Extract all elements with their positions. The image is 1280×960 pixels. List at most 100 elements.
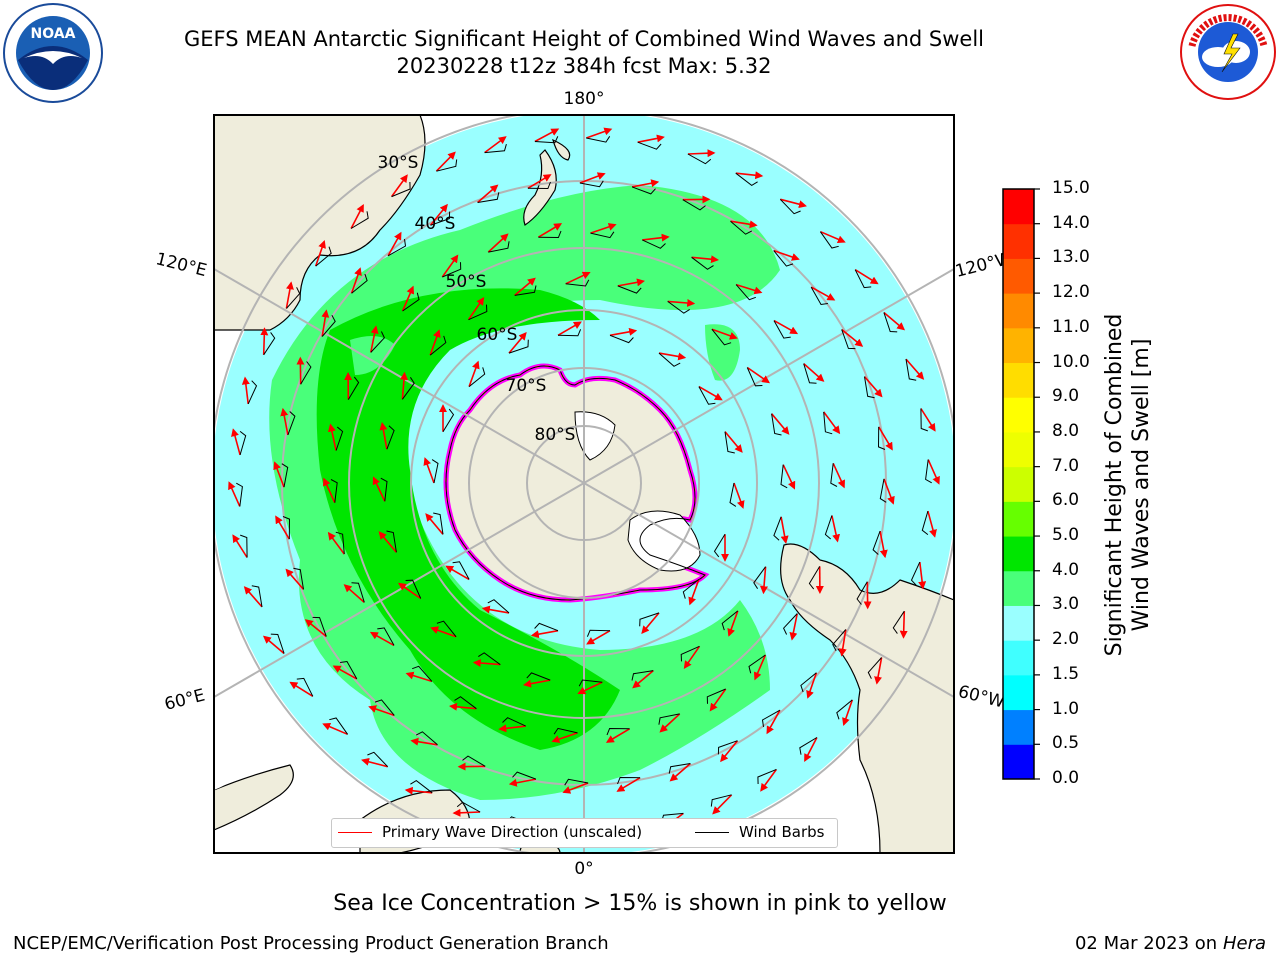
wave-direction-arrow bbox=[487, 233, 509, 253]
wave-direction-arrow bbox=[879, 530, 888, 559]
wave-direction-arrow bbox=[390, 174, 408, 198]
colorbar-tick-label: 9.0 bbox=[1052, 386, 1080, 407]
wind-barb bbox=[401, 377, 415, 400]
colorbar-segment bbox=[1003, 431, 1034, 468]
wave-direction-arrow bbox=[905, 358, 925, 380]
wave-direction-arrow bbox=[760, 566, 769, 595]
colorbar-segment bbox=[1003, 189, 1034, 225]
wave-direction-arrow bbox=[810, 286, 836, 301]
wind-barb bbox=[799, 737, 818, 755]
wave-direction-arrow bbox=[534, 128, 560, 143]
wind-barb bbox=[462, 755, 486, 767]
wind-barb bbox=[892, 610, 905, 634]
wave-direction-arrow bbox=[537, 223, 563, 238]
wind-barb bbox=[442, 262, 462, 278]
wave-direction-arrow bbox=[228, 481, 241, 507]
wave-direction-arrow bbox=[766, 709, 781, 735]
wind-barb bbox=[340, 660, 358, 680]
wind-barb bbox=[609, 334, 634, 344]
colorbar-segment bbox=[1003, 501, 1034, 537]
wave-direction-arrow bbox=[260, 327, 269, 355]
wind-barb bbox=[879, 478, 887, 503]
wind-barb bbox=[321, 314, 336, 337]
wave-direction-arrow bbox=[332, 665, 358, 680]
lon-label-120e: 120°E bbox=[154, 249, 209, 281]
wind-barb bbox=[925, 459, 932, 484]
wind-barb bbox=[810, 286, 828, 306]
footer-machine: Hera bbox=[1222, 933, 1266, 954]
wind-barb bbox=[579, 180, 604, 188]
wave-direction-arrow bbox=[746, 366, 771, 384]
wind-barb bbox=[387, 239, 407, 257]
wind-barb bbox=[335, 531, 345, 555]
wave-direction-arrow bbox=[724, 431, 743, 453]
wind-barb bbox=[757, 768, 777, 785]
colorbar-tick-label: 1.5 bbox=[1052, 663, 1080, 684]
wind-barb bbox=[586, 136, 611, 143]
wind-barb bbox=[682, 579, 700, 599]
wind-barb bbox=[783, 613, 798, 635]
wave-direction-arrow bbox=[405, 671, 433, 683]
wind-barb bbox=[779, 198, 801, 215]
wind-barb bbox=[468, 304, 488, 321]
wind-barb bbox=[606, 727, 630, 736]
wind-barb bbox=[236, 482, 243, 507]
wind-barb bbox=[724, 431, 735, 454]
colorbar bbox=[1003, 188, 1040, 780]
wind-barb bbox=[477, 192, 500, 203]
wave-direction-arrow bbox=[753, 654, 767, 681]
wind-barb bbox=[335, 426, 344, 451]
wind-barb bbox=[270, 633, 285, 654]
wind-barb bbox=[350, 211, 369, 229]
wave-direction-arrows bbox=[228, 127, 940, 839]
wave-direction-arrow bbox=[285, 568, 305, 590]
wave-direction-arrow bbox=[370, 325, 379, 353]
wave-direction-arrow bbox=[484, 136, 507, 154]
wave-direction-arrow bbox=[770, 413, 790, 435]
wave-direction-arrow bbox=[733, 482, 745, 509]
wind-barb bbox=[557, 329, 582, 337]
map-legend: Primary Wave Direction (unscaled) Wind B… bbox=[331, 818, 838, 848]
wave-direction-arrow bbox=[425, 513, 444, 535]
wave-direction-arrow bbox=[760, 768, 778, 792]
lon-label-60e: 60°E bbox=[163, 686, 207, 715]
wave-direction-arrow bbox=[445, 565, 470, 581]
wave-direction-arrow bbox=[863, 376, 883, 398]
wave-direction-arrow bbox=[372, 476, 386, 502]
wave-direction-arrow bbox=[691, 255, 719, 264]
wave-direction-arrow bbox=[586, 630, 611, 645]
wave-direction-arrow bbox=[262, 635, 285, 655]
wave-direction-arrow bbox=[280, 407, 289, 436]
wave-direction-arrow bbox=[883, 311, 906, 331]
wind-barb bbox=[713, 534, 726, 558]
wind-barb bbox=[351, 273, 368, 294]
wave-direction-arrow bbox=[350, 267, 362, 294]
wind-barb bbox=[905, 359, 917, 381]
wind-barb bbox=[312, 616, 327, 637]
wave-direction-arrow bbox=[579, 172, 606, 184]
wind-barb bbox=[315, 246, 332, 267]
wind-barb bbox=[370, 331, 385, 353]
wave-direction-arrow bbox=[430, 626, 457, 638]
wave-direction-arrow bbox=[508, 778, 537, 787]
wind-barb bbox=[347, 376, 360, 400]
wave-direction-arrow bbox=[452, 808, 481, 817]
wave-direction-arrow bbox=[617, 278, 645, 287]
wind-barb bbox=[773, 516, 782, 541]
wind-barb bbox=[526, 672, 551, 681]
wind-barb bbox=[698, 386, 716, 405]
colorbar-segment bbox=[1003, 605, 1034, 641]
wind-barb bbox=[872, 530, 881, 555]
colorbar-label-line1: Significant Height of Combined bbox=[1102, 313, 1127, 657]
wave-direction-arrow bbox=[477, 184, 499, 204]
wave-direction-arrow bbox=[387, 231, 402, 257]
wave-direction-arrow bbox=[683, 645, 701, 670]
noaa-logo-text: NOAA bbox=[31, 26, 76, 42]
wind-barb bbox=[377, 627, 395, 646]
wave-direction-arrow bbox=[557, 321, 582, 336]
wind-barb bbox=[380, 477, 388, 502]
colorbar-tick-label: 13.0 bbox=[1052, 247, 1090, 268]
wave-direction-arrow bbox=[586, 127, 613, 139]
colorbar-segment bbox=[1003, 674, 1034, 711]
